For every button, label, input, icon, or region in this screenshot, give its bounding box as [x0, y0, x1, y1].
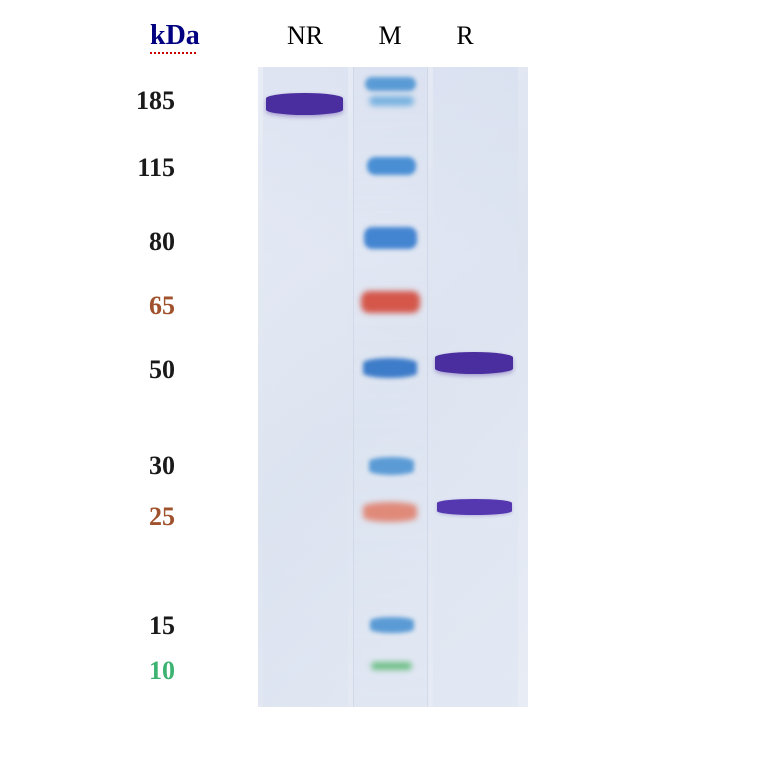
kda-text: kDa — [150, 20, 200, 51]
gel-lane-nr — [263, 67, 348, 707]
gel-image — [258, 67, 528, 707]
kda-unit-label: kDa — [150, 20, 240, 52]
band-r-0 — [435, 352, 513, 374]
mw-label-15: 15 — [110, 611, 175, 641]
mw-label-30: 30 — [110, 451, 175, 481]
band-m-3 — [364, 227, 417, 249]
gel-figure-container: kDa NR M R 18511580655030251510 — [150, 20, 650, 740]
mw-label-10: 10 — [110, 656, 175, 686]
mw-label-65: 65 — [110, 291, 175, 321]
band-m-0 — [365, 77, 416, 91]
band-nr-0 — [266, 93, 343, 115]
band-m-1 — [369, 96, 414, 106]
lane-header-labels: NR M R — [260, 21, 500, 51]
gel-lane-r — [433, 67, 518, 707]
band-m-2 — [367, 157, 416, 175]
band-m-9 — [371, 662, 412, 670]
mw-label-50: 50 — [110, 355, 175, 385]
mw-label-80: 80 — [110, 227, 175, 257]
band-r-1 — [437, 499, 512, 515]
kda-underline-decor — [150, 52, 196, 54]
lane-label-nr: NR — [260, 21, 350, 51]
lane-label-m: M — [350, 21, 430, 51]
mw-labels-column: 185 115 80 65 50 30 25 15 10 — [110, 67, 200, 707]
gel-area: 18511580655030251510 — [150, 67, 650, 707]
band-m-5 — [363, 358, 417, 378]
mw-label-115: 115 — [110, 153, 175, 183]
band-m-8 — [370, 617, 414, 633]
mw-label-185: 185 — [110, 86, 175, 116]
band-m-6 — [369, 457, 414, 475]
header-row: kDa NR M R — [150, 20, 650, 52]
band-m-7 — [363, 502, 417, 522]
lane-label-r: R — [430, 21, 500, 51]
band-m-4 — [361, 291, 420, 313]
mw-label-25: 25 — [110, 502, 175, 532]
